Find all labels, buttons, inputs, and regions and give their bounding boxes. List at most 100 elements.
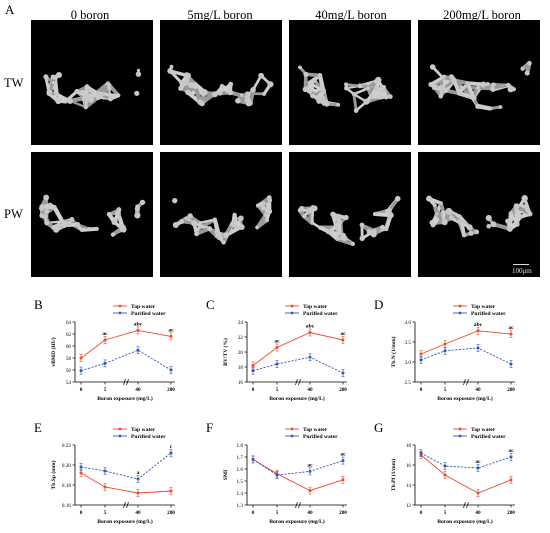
y-tick-label: 54: [66, 380, 72, 386]
y-tick-label: 22: [238, 335, 244, 341]
row-header-purified-water: PW: [4, 207, 23, 222]
data-point: [80, 357, 83, 360]
data-point: [104, 339, 107, 342]
panel-label-e: E: [34, 420, 42, 436]
panel-label-d: D: [374, 297, 383, 313]
significance-label: a: [137, 470, 140, 476]
x-axis-title: Boron exposure (mg/L): [269, 395, 325, 402]
y-tick-label: 1.5: [237, 479, 244, 485]
series-line: [253, 333, 343, 366]
y-tick-label: 20: [238, 350, 244, 356]
series-line: [421, 348, 511, 364]
legend-label: Purified water: [471, 434, 506, 440]
data-point: [276, 363, 279, 366]
data-point: [510, 456, 513, 459]
y-tick-label: 0.18: [62, 483, 71, 489]
x-tick-label: 200: [339, 387, 347, 393]
x-tick-label: 40: [135, 387, 141, 393]
data-point: [510, 333, 513, 336]
legend-swatch-marker: [291, 312, 294, 315]
x-axis-title: Boron exposure (mg/L): [269, 518, 325, 525]
data-point: [444, 349, 447, 352]
y-tick-label: 58: [66, 356, 72, 362]
x-tick-label: 40: [307, 387, 313, 393]
data-point: [420, 359, 423, 362]
x-tick-label: 0: [252, 387, 255, 393]
data-point: [510, 363, 513, 366]
y-tick-label: 1.7: [237, 455, 244, 461]
data-point: [104, 362, 107, 365]
legend-swatch-marker: [459, 312, 462, 315]
legend-swatch-marker: [119, 428, 122, 431]
data-point: [276, 346, 279, 349]
y-axis-title: Tb.Pf (1/mm): [390, 459, 397, 491]
y-tick-label: 56: [66, 368, 72, 374]
data-point: [420, 353, 423, 356]
row-header-tap-water: TW: [4, 76, 23, 91]
legend-swatch-marker: [459, 435, 462, 438]
x-tick-label: 0: [252, 510, 255, 516]
legend-label: Tap water: [471, 427, 496, 433]
data-point: [137, 329, 140, 332]
data-point: [477, 329, 480, 332]
y-tick-label: 4.0: [405, 320, 412, 326]
data-point: [477, 347, 480, 350]
data-point: [104, 470, 107, 473]
x-tick-label: 5: [276, 510, 279, 516]
x-tick-label: 0: [420, 387, 423, 393]
x-tick-label: 0: [80, 510, 83, 516]
legend-label: Tap water: [131, 304, 156, 310]
y-tick-label: 60: [66, 344, 72, 350]
significance-label: ac: [508, 448, 514, 454]
y-tick-label: 3.5: [405, 340, 412, 346]
x-tick-label: 5: [444, 387, 447, 393]
legend-label: Tap water: [303, 304, 328, 310]
y-tick-label: 18: [238, 365, 244, 371]
y-tick-label: 1.4: [237, 491, 244, 497]
data-point: [252, 364, 255, 367]
data-point: [80, 472, 83, 475]
x-tick-label: 200: [507, 387, 515, 393]
micro-ct-image: [289, 20, 411, 145]
x-tick-label: 200: [167, 387, 175, 393]
y-tick-label: 62: [66, 332, 72, 338]
data-point: [137, 478, 140, 481]
y-tick-label: 16: [406, 463, 412, 469]
micro-ct-image: [418, 20, 540, 145]
legend-swatch-marker: [459, 305, 462, 308]
y-tick-label: 1.6: [237, 467, 244, 473]
micro-ct-image: [418, 152, 540, 277]
significance-label: ac: [475, 459, 481, 465]
y-tick-label: 24: [238, 320, 244, 326]
x-axis-title: Boron exposure (mg/L): [437, 518, 493, 525]
data-point: [342, 372, 345, 375]
legend-label: Purified water: [303, 311, 338, 317]
x-axis-title: Boron exposure (mg/L): [437, 395, 493, 402]
legend-swatch-marker: [291, 435, 294, 438]
series-line: [253, 357, 343, 373]
micro-ct-image: [31, 20, 153, 145]
data-point: [170, 452, 173, 455]
series-line: [81, 473, 171, 493]
x-axis-title: Boron exposure (mg/L): [97, 395, 153, 402]
micro-ct-image: [160, 20, 282, 145]
y-axis-title: vBMD (HU): [50, 337, 57, 366]
micro-ct-image: [160, 152, 282, 277]
x-tick-label: 0: [80, 387, 83, 393]
y-axis-title: SMI: [223, 470, 229, 481]
significance-label: ac: [102, 331, 108, 337]
significance-label: ac: [307, 462, 313, 468]
x-tick-label: 40: [475, 387, 481, 393]
significance-label: ac: [508, 325, 514, 331]
legend-label: Purified water: [131, 434, 166, 440]
significance-label: ac: [340, 452, 346, 458]
data-point: [104, 486, 107, 489]
data-point: [309, 470, 312, 473]
data-point: [444, 343, 447, 346]
legend-swatch-marker: [291, 305, 294, 308]
data-point: [309, 356, 312, 359]
legend-swatch-marker: [119, 305, 122, 308]
